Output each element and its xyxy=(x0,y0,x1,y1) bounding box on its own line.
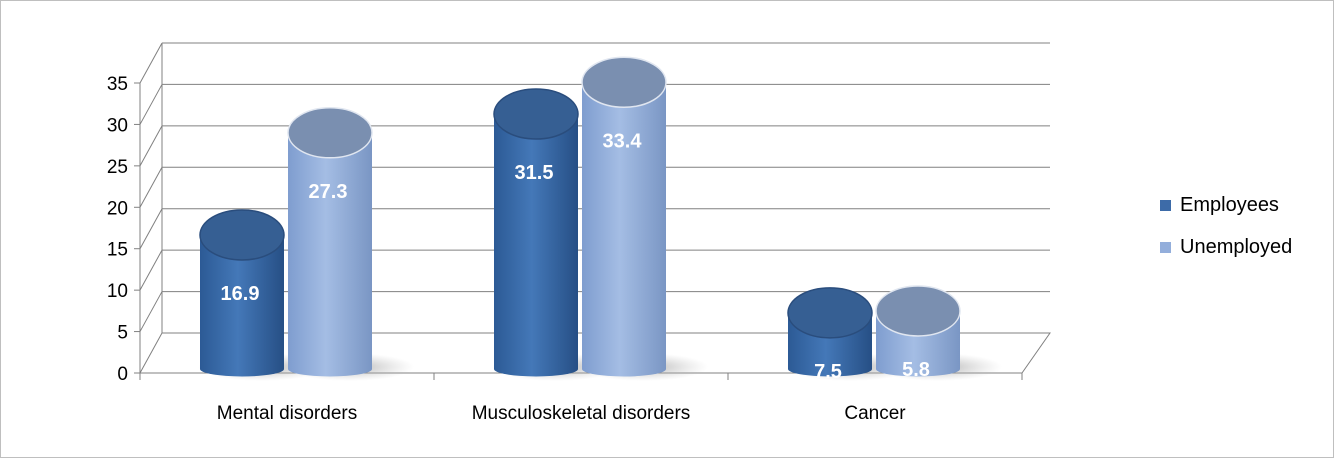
legend-swatch xyxy=(1160,200,1171,211)
data-label: 16.9 xyxy=(221,283,260,305)
bar-body xyxy=(288,132,372,377)
side-wall-line xyxy=(139,42,163,84)
y-tick-label: 15 xyxy=(107,240,128,261)
category-label: Musculoskeletal disorders xyxy=(472,403,691,424)
bar-unemployed-2 xyxy=(874,285,1002,381)
bar-employees-1 xyxy=(492,88,620,381)
labels-layer: 16.9 27.3 31.5 33.4 7.5 5.8 xyxy=(221,130,930,383)
axis-layer: 0 5 10 15 20 25 30 35 Mental disorders Musculoske… xyxy=(107,43,1023,424)
y-tick-label: 35 xyxy=(107,74,128,95)
data-label: 7.5 xyxy=(814,361,842,383)
y-tick-label: 5 xyxy=(117,323,128,344)
bar-top xyxy=(787,287,873,339)
side-wall-line xyxy=(139,291,163,332)
bar-top xyxy=(199,209,285,261)
y-tick-label: 25 xyxy=(107,157,128,178)
legend: Employees Unemployed xyxy=(1160,194,1292,258)
data-label: 33.4 xyxy=(603,130,643,152)
bar-unemployed-0 xyxy=(286,107,414,381)
data-label: 31.5 xyxy=(515,162,554,184)
side-wall-line xyxy=(139,84,163,125)
y-tick-label: 10 xyxy=(107,281,128,302)
y-tick-label: 0 xyxy=(117,364,128,385)
bar-top xyxy=(493,88,579,140)
legend-swatch xyxy=(1160,242,1171,253)
bar-body xyxy=(494,114,578,377)
bar-top xyxy=(581,56,667,109)
bar-unemployed-1 xyxy=(580,56,708,381)
side-wall-line xyxy=(139,208,163,249)
legend-label: Unemployed xyxy=(1180,236,1292,258)
data-label: 5.8 xyxy=(902,359,930,381)
side-wall-line xyxy=(139,167,163,208)
bar-body xyxy=(200,234,284,377)
bar-top xyxy=(287,107,373,159)
y-tick-label: 20 xyxy=(107,198,128,219)
y-tick-label: 30 xyxy=(107,115,128,136)
side-wall-line xyxy=(139,249,163,291)
legend-label: Employees xyxy=(1180,194,1279,216)
category-label: Cancer xyxy=(844,403,906,424)
category-label: Mental disorders xyxy=(217,403,357,424)
bar-top xyxy=(875,285,961,337)
side-wall-line xyxy=(139,125,163,167)
bars-layer xyxy=(198,56,1002,381)
bar-body xyxy=(582,82,666,377)
data-label: 27.3 xyxy=(309,181,348,203)
